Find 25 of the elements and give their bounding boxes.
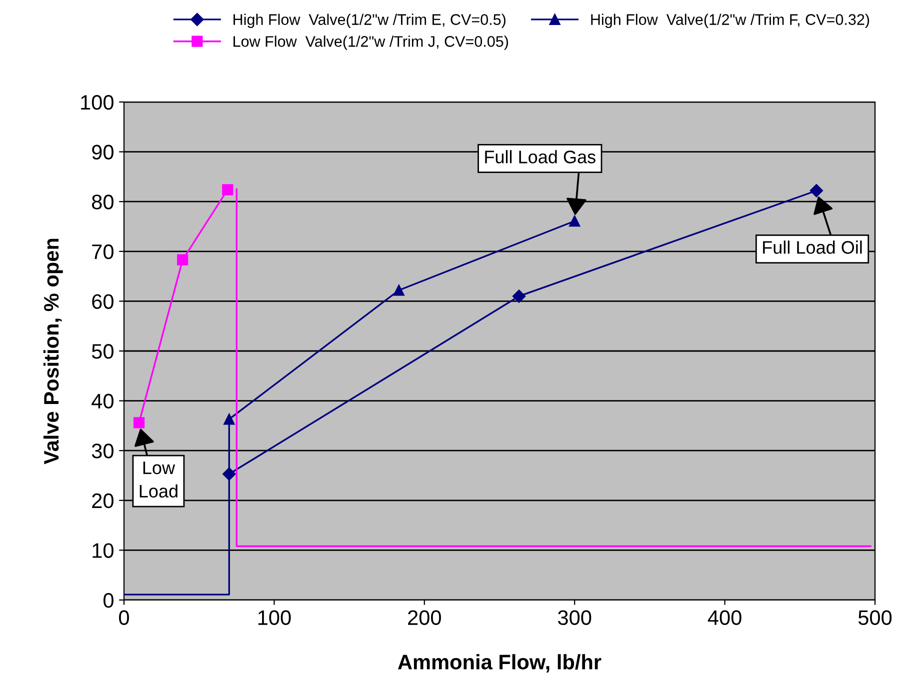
annotation: Low Load <box>140 462 178 498</box>
annotation: Full Load Gas <box>485 150 596 164</box>
legend-label: High Flow Valve(1/2"w /Trim F, CV=0.32) <box>591 14 870 28</box>
y-tick-label: 20 <box>92 493 114 508</box>
y-tick-label: 100 <box>81 95 114 110</box>
x-tick-label: 100 <box>258 610 291 626</box>
x-tick-label: 300 <box>558 610 592 626</box>
y-tick-label: 50 <box>92 344 114 359</box>
y-axis-title: Valve Position, % open <box>43 238 63 464</box>
y-tick-label: 30 <box>92 444 114 458</box>
y-tick-label: 70 <box>92 244 114 260</box>
x-axis-title: Ammonia Flow, lb/hr <box>398 654 602 672</box>
y-tick-label: 80 <box>92 194 114 210</box>
y-tick-label: 10 <box>92 543 114 558</box>
x-tick-label: 500 <box>858 610 892 626</box>
y-tick-label: 90 <box>92 144 114 160</box>
legend-label: Low Flow Valve(1/2"w /Trim J, CV=0.05) <box>234 36 508 50</box>
y-tick-label: 0 <box>104 593 114 608</box>
legend-label: High Flow Valve(1/2"w /Trim E, CV=0.5) <box>234 14 506 28</box>
x-tick-label: 0 <box>119 610 129 626</box>
y-tick-label: 60 <box>92 294 114 309</box>
annotation: Full Load Oil <box>763 240 862 254</box>
x-tick-label: 200 <box>408 610 441 626</box>
x-tick-label: 400 <box>708 610 742 626</box>
y-tick-label: 40 <box>92 394 114 409</box>
